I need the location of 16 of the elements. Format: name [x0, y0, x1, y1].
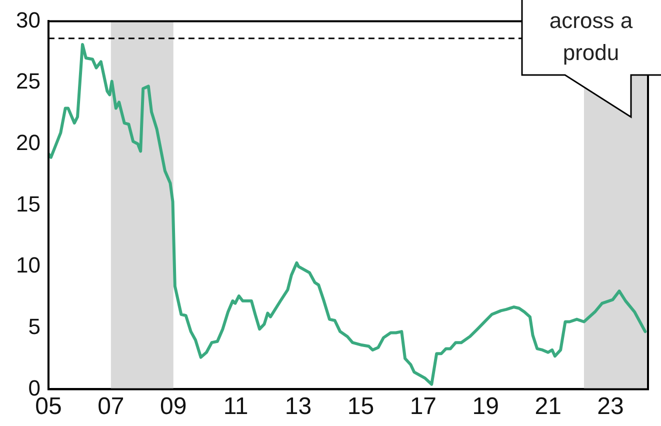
y-tick-label: 20 [16, 130, 40, 155]
x-tick-label: 21 [534, 393, 562, 420]
x-tick-label: 19 [472, 393, 499, 420]
x-tick-label: 09 [160, 393, 187, 420]
x-tick-label: 15 [347, 393, 374, 420]
y-tick-label: 10 [16, 252, 40, 278]
x-tick-label: 11 [223, 393, 248, 420]
y-tick-label: 25 [16, 68, 40, 94]
y-tick-label: 15 [16, 191, 40, 216]
x-tick-label: 07 [98, 393, 124, 420]
annotation: across a produ [549, 8, 634, 65]
y-tick-label: 5 [28, 314, 40, 339]
x-tick-label: 23 [597, 393, 624, 420]
x-tick-label: 13 [284, 393, 312, 420]
x-tick-label: 17 [410, 393, 437, 420]
y-tick-label: 30 [16, 7, 40, 32]
